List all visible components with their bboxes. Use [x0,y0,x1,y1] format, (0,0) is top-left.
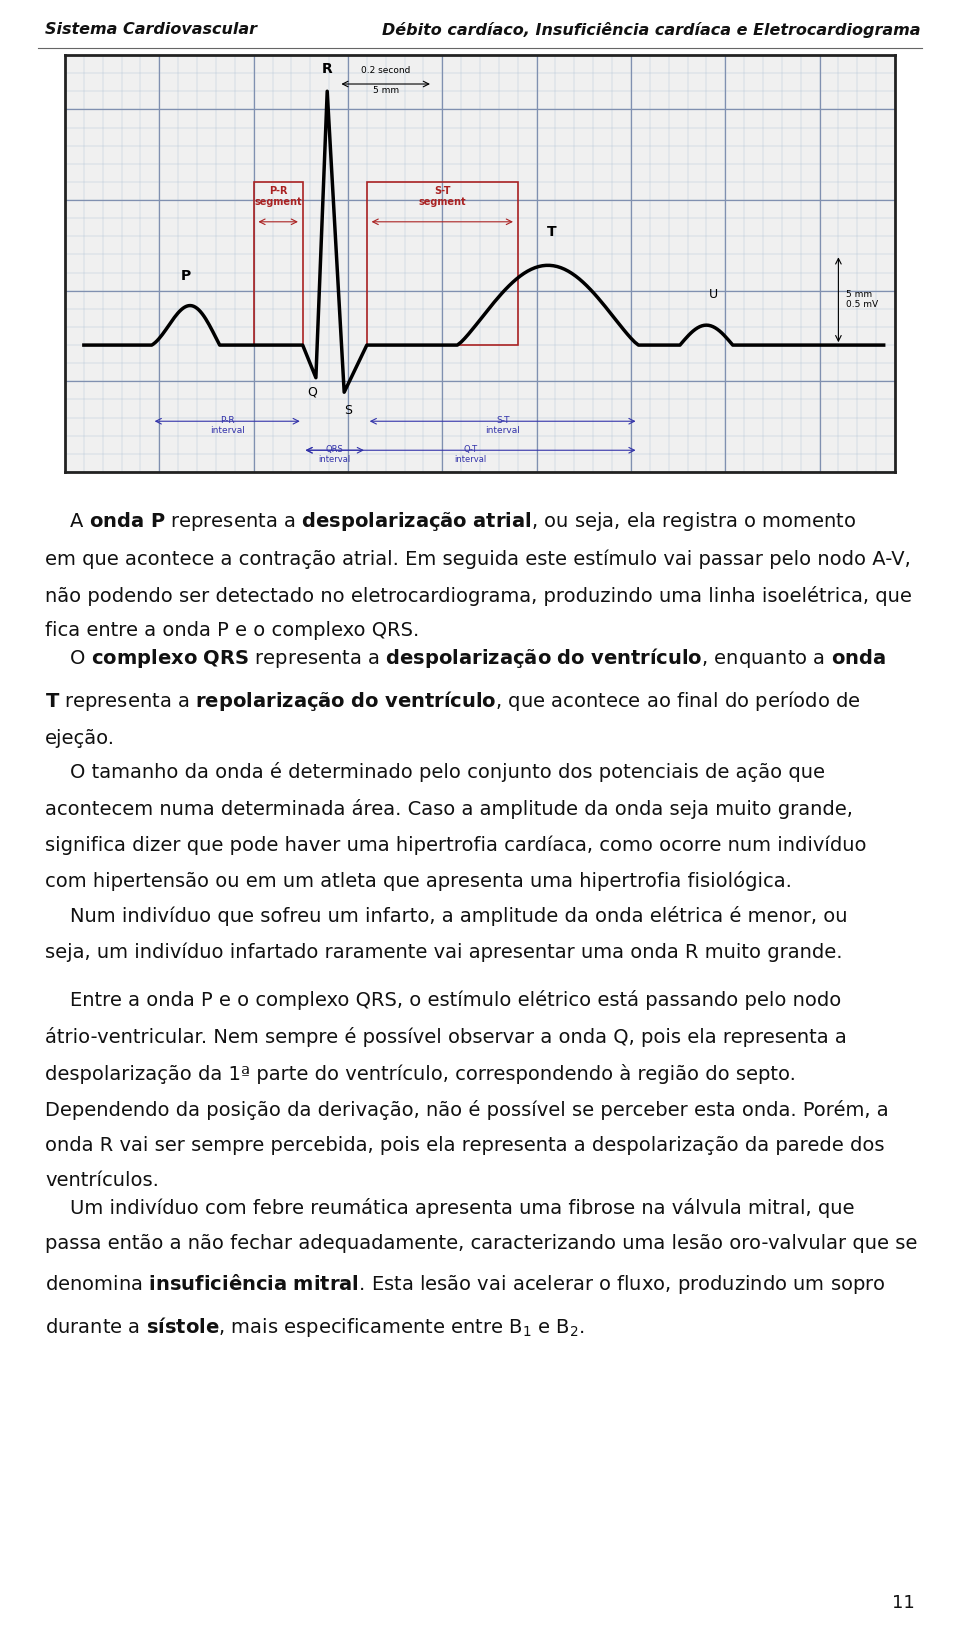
Text: P: P [180,270,191,283]
Text: 5 mm: 5 mm [372,87,398,95]
Text: T: T [547,225,557,239]
Text: R: R [322,62,332,77]
Text: O $\mathbf{complexo\ QRS}$ representa a $\mathbf{despolarização\ do\ ventrículo}: O $\mathbf{complexo\ QRS}$ representa a … [45,645,886,748]
Bar [367,181,517,345]
Text: S-T
interval: S-T interval [485,415,520,435]
Text: P-R
interval: P-R interval [210,415,245,435]
Text: Entre a onda P e o complexo QRS, o estímulo elétrico está passando pelo nodo
átr: Entre a onda P e o complexo QRS, o estím… [45,990,889,1190]
Text: S: S [344,404,352,417]
Text: O tamanho da onda é determinado pelo conjunto dos potenciais de ação que
acontec: O tamanho da onda é determinado pelo con… [45,761,867,892]
Text: S-T
segment: S-T segment [419,186,467,208]
Text: Sistema Cardiovascular: Sistema Cardiovascular [45,21,257,38]
Text: P-R
segment: P-R segment [254,186,302,208]
Text: Num indivíduo que sofreu um infarto, a amplitude da onda elétrica é menor, ou
se: Num indivíduo que sofreu um infarto, a a… [45,905,848,962]
Text: 11: 11 [892,1595,915,1613]
Text: Débito cardíaco, Insuficiência cardíaca e Eletrocardiograma: Débito cardíaco, Insuficiência cardíaca … [381,21,920,38]
Text: Q: Q [307,386,317,399]
Text: Um indivíduo com febre reumática apresenta uma fibrose na válvula mitral, que
pa: Um indivíduo com febre reumática apresen… [45,1198,918,1338]
Text: Q-T
interval: Q-T interval [454,444,487,464]
Text: A $\mathbf{onda\ P}$ representa a $\mathbf{despolarização\ atrial}$, ou seja, el: A $\mathbf{onda\ P}$ representa a $\math… [45,510,912,641]
Text: QRS
interval: QRS interval [319,444,350,464]
Text: U: U [709,288,718,301]
Text: 5 mm
0.5 mV: 5 mm 0.5 mV [846,291,878,309]
Text: 0.2 second: 0.2 second [361,65,410,75]
Bar [253,181,302,345]
